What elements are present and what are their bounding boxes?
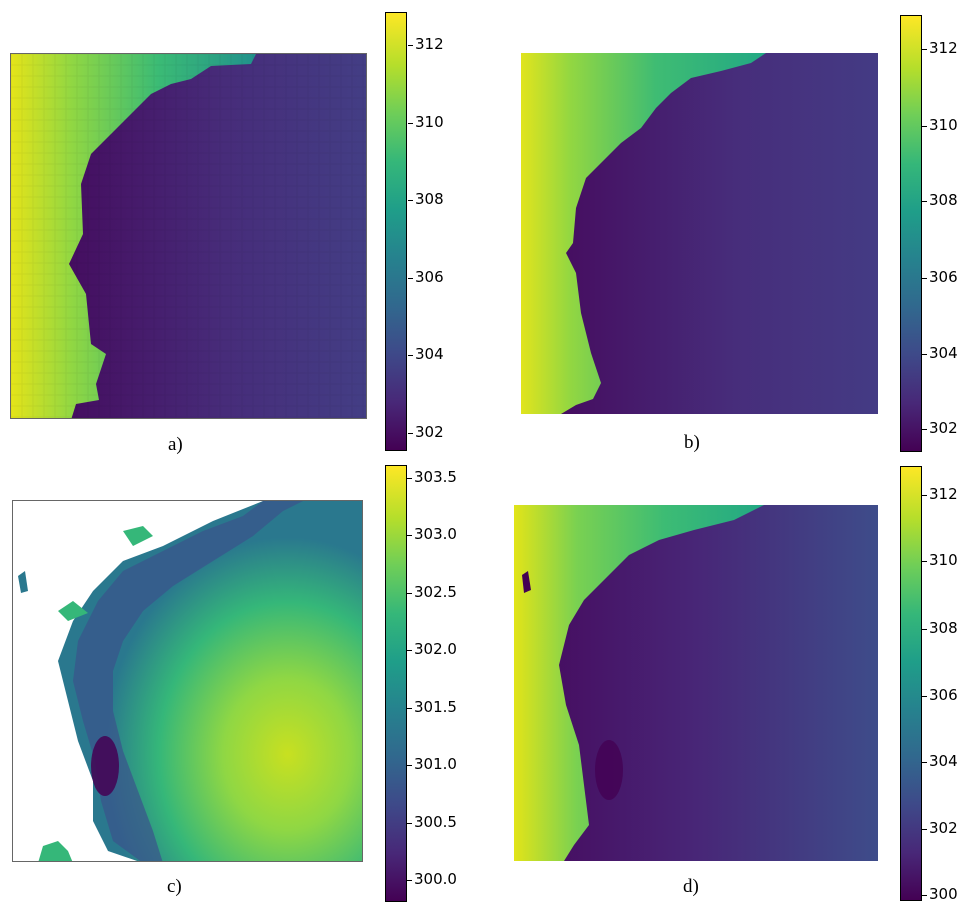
panel-d-map (514, 505, 878, 861)
panel-d-tick-302: 302 (922, 819, 958, 837)
panel-d-colorbar (900, 466, 922, 901)
panel-b-tick-308: 308 (922, 191, 958, 209)
panel-a-tick-302: 302 (408, 423, 444, 441)
panel-b-tick-306: 306 (922, 268, 958, 286)
panel-c-tick-300-5: 300.5 (407, 813, 457, 831)
panel-c-tick-303-5: 303.5 (407, 468, 457, 486)
panel-c-colorbar (385, 465, 407, 902)
panel-d-label: d) (683, 876, 699, 897)
panel-a-tick-308: 308 (408, 190, 444, 208)
panel-d-tick-312: 312 (922, 485, 958, 503)
panel-a-label: a) (168, 434, 183, 455)
panel-b-label: b) (684, 432, 700, 453)
panel-c-heatmap (13, 501, 362, 861)
panel-c-tick-302-0: 302.0 (407, 640, 457, 658)
panel-d-tick-306: 306 (922, 686, 958, 704)
panel-d-tick-310: 310 (922, 551, 958, 569)
panel-d-tick-308: 308 (922, 619, 958, 637)
panel-c-label: c) (167, 876, 182, 897)
panel-a-heatmap (11, 54, 366, 418)
panel-c-tick-301-5: 301.5 (407, 698, 457, 716)
panel-a-tick-304: 304 (408, 345, 444, 363)
panel-d-tick-304: 304 (922, 752, 958, 770)
panel-b-tick-310: 310 (922, 116, 958, 134)
panel-b-tick-312: 312 (922, 39, 958, 57)
panel-c-map (12, 500, 363, 862)
panel-b-heatmap (521, 53, 878, 414)
panel-b-tick-304: 304 (922, 344, 958, 362)
panel-d-tick-300: 300 (922, 885, 958, 903)
panel-b-map (521, 53, 878, 414)
panel-a-colorbar (385, 12, 407, 451)
panel-a-map (10, 53, 367, 419)
panel-d-heatmap (514, 505, 878, 861)
panel-b-colorbar (900, 15, 922, 452)
panel-c-tick-301-0: 301.0 (407, 755, 457, 773)
panel-a-tick-312: 312 (408, 35, 444, 53)
panel-a-tick-306: 306 (408, 268, 444, 286)
panel-c-tick-300-0: 300.0 (407, 870, 457, 888)
panel-b-tick-302: 302 (922, 419, 958, 437)
panel-c-tick-302-5: 302.5 (407, 583, 457, 601)
panel-c-tick-303-0: 303.0 (407, 525, 457, 543)
panel-a-tick-310: 310 (408, 113, 444, 131)
